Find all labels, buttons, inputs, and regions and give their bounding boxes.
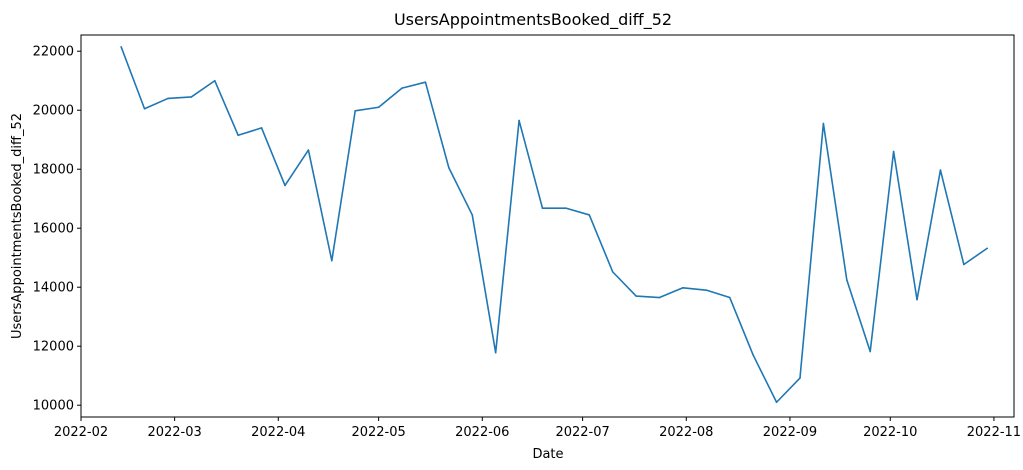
data-point [424,81,427,83]
plot-frame [80,34,1015,418]
data-point [939,169,942,171]
y-axis-label: UsersAppointmentsBooked_diff_52 [10,113,25,339]
x-tick-label: 2022-10 [863,425,917,440]
x-tick-label: 2022-09 [763,425,817,440]
data-point [892,150,895,153]
data-point [541,207,544,209]
data-point [963,263,965,266]
x-tick-label: 2022-11 [967,425,1021,440]
x-axis-label: Date [532,447,563,462]
data-point [846,279,848,281]
data-point [237,134,239,137]
data-point [143,107,146,110]
data-point [799,377,801,379]
data-point [635,295,637,297]
x-tick-label: 2022-04 [251,425,305,440]
data-point [986,247,989,250]
data-point [869,350,871,353]
y-tick-label: 22000 [33,45,74,60]
data-point [588,214,591,216]
data-point [705,289,708,291]
data-point [401,87,403,89]
data-point [284,184,286,187]
y-tick-label: 16000 [33,222,74,237]
series-layer [120,46,989,404]
data-point [916,298,918,301]
data-point [611,271,614,273]
data-point [565,207,567,209]
data-point [377,106,380,109]
x-tick-label: 2022-07 [555,425,609,440]
data-point [752,354,754,356]
data-point [448,166,450,169]
data-point [658,296,661,299]
data-point [120,46,122,48]
data-point [354,110,357,112]
data-point [213,79,216,82]
chart-title: UsersAppointmentsBooked_diff_52 [394,10,672,30]
data-point [167,97,169,100]
data-point [260,127,263,129]
x-tick-label: 2022-03 [147,425,201,440]
y-tick-label: 18000 [33,163,74,178]
data-point [331,259,333,262]
data-point [775,401,778,404]
x-tick-label: 2022-02 [54,425,108,440]
data-point [307,149,310,151]
data-point [682,287,684,289]
data-point [190,96,193,98]
series-line [120,46,988,404]
y-tick-label: 12000 [33,340,74,355]
y-axis: 10000 12000 14000 16000 18000 20000 22000 [33,45,81,414]
x-tick-label: 2022-06 [455,425,509,440]
x-tick-label: 2022-08 [659,425,713,440]
data-point [728,296,731,299]
data-point [822,122,825,125]
y-tick-label: 14000 [33,281,74,296]
data-point [494,351,497,354]
y-tick-label: 20000 [33,104,74,119]
data-point [471,214,474,216]
data-point [518,119,520,122]
x-tick-label: 2022-05 [351,425,405,440]
y-tick-label: 10000 [33,399,74,414]
x-axis: 2022-02 2022-03 2022-04 2022-05 2022-06 2022-… [54,417,1021,440]
